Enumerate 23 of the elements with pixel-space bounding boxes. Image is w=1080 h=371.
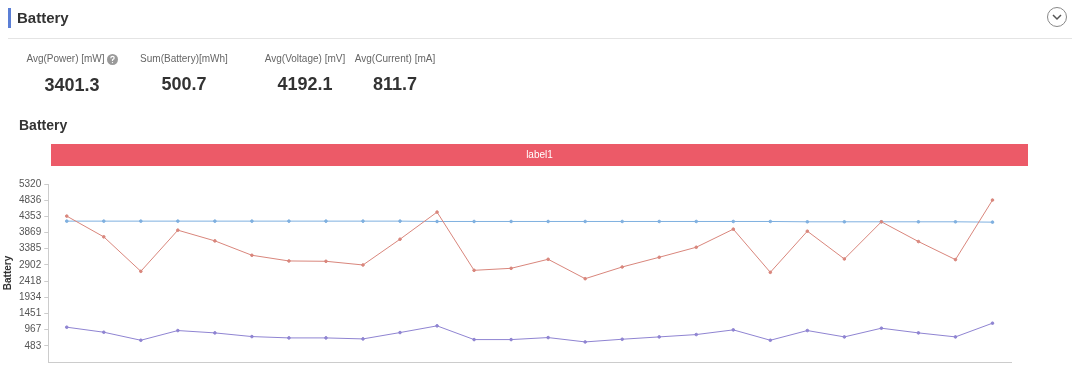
y-tick-label: 3869 [19,226,42,238]
text: label1 [51,144,1028,166]
y-tick-label: 4836 [19,193,42,205]
y-tick-label: 967 [24,323,42,335]
text: Avg(Current) [mA] [354,53,436,64]
y-tick-label: 4353 [19,210,42,222]
text: Avg(Voltage) [mV] [264,53,346,64]
y-tick-label: 2418 [19,274,42,286]
y-tick-label: 1934 [19,291,42,303]
y-tick-label: 5320 [19,177,42,189]
text: 811.7 [372,74,418,94]
y-axis-title: Battery [1,255,13,291]
text: Avg(Power) [mW] [26,53,105,64]
y-tick-label: 1451 [19,307,42,319]
chart-title: Battery [19,117,68,133]
text: 500.7 [160,74,208,95]
text: Battery [8,8,69,28]
text: 4192.1 [277,74,333,94]
text: 3401.3 [43,74,101,96]
y-tick-label: 3385 [19,242,42,254]
text: Sum(Battery)[mWh] [139,53,229,64]
y-tick-label: 2902 [19,258,42,270]
y-tick-label: 483 [24,339,42,351]
